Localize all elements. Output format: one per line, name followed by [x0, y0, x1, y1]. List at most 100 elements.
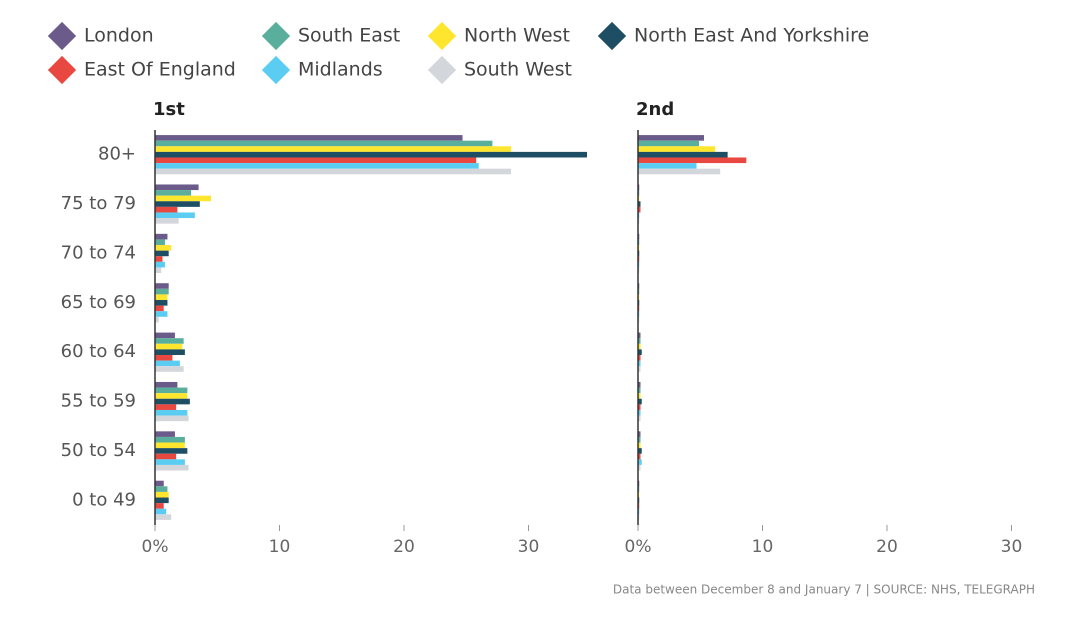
- category-label: 0 to 49: [72, 489, 136, 510]
- bar: [638, 415, 641, 422]
- category-label: 55 to 59: [61, 391, 136, 412]
- legend-swatch: [427, 55, 457, 85]
- category-label: 70 to 74: [61, 242, 136, 263]
- bar: [155, 332, 175, 339]
- bar: [155, 151, 588, 158]
- legend-swatch: [261, 55, 291, 85]
- bar: [155, 146, 512, 152]
- bar: [155, 233, 168, 240]
- category-label: 60 to 64: [61, 341, 136, 362]
- bar: [155, 218, 179, 224]
- bar: [638, 453, 641, 460]
- legend-swatch: [427, 21, 457, 51]
- bar: [155, 404, 177, 410]
- footnote: Data between December 8 and January 7 | …: [613, 583, 1035, 597]
- bar: [638, 436, 641, 443]
- bar: [155, 300, 168, 306]
- bar: [155, 393, 188, 399]
- bar: [155, 184, 199, 191]
- bar: [638, 409, 641, 416]
- panel-title: 2nd: [636, 99, 674, 120]
- bar: [155, 387, 188, 394]
- bar: [638, 442, 641, 449]
- bar: [155, 366, 184, 372]
- legend-swatch: [47, 21, 77, 51]
- bar: [155, 195, 212, 202]
- bar: [638, 349, 642, 355]
- x-tick-label: 10: [269, 537, 291, 557]
- bar: [155, 305, 164, 312]
- legend-swatch: [597, 21, 627, 51]
- x-tick-label: 20: [393, 537, 415, 557]
- bar: [155, 206, 178, 213]
- bar: [155, 163, 479, 169]
- x-tick-label: 30: [518, 537, 540, 557]
- bar: [155, 491, 169, 498]
- bar: [155, 354, 173, 361]
- bar: [638, 387, 641, 394]
- legend-swatch: [47, 55, 77, 85]
- bar: [638, 168, 721, 175]
- bar: [155, 245, 172, 251]
- bar: [638, 459, 642, 465]
- legend-label: London: [84, 25, 154, 47]
- bar: [155, 459, 185, 465]
- legend-label: North West: [464, 25, 570, 47]
- bar: [155, 250, 169, 257]
- bar: [638, 151, 728, 158]
- x-tick-label: 0%: [625, 537, 652, 557]
- bar: [155, 201, 200, 207]
- bar: [638, 354, 641, 361]
- bar: [155, 316, 159, 323]
- bar: [155, 442, 185, 449]
- bar: [155, 508, 167, 515]
- x-tick-label: 10: [752, 537, 774, 557]
- bar: [155, 503, 164, 509]
- bar: [155, 311, 168, 317]
- bar: [155, 135, 463, 141]
- bar: [155, 480, 164, 487]
- bar: [155, 338, 184, 344]
- bar: [155, 409, 188, 416]
- bar: [155, 431, 175, 437]
- bar: [155, 256, 163, 262]
- bar: [638, 201, 641, 207]
- category-label: 80+: [98, 144, 136, 165]
- bar: [638, 398, 642, 405]
- bar: [638, 135, 704, 141]
- category-label: 50 to 54: [61, 440, 136, 461]
- bar: [638, 140, 700, 147]
- bar: [638, 404, 641, 410]
- bar: [638, 163, 697, 169]
- category-label: 65 to 69: [61, 292, 136, 313]
- legend-label: South East: [298, 25, 400, 47]
- bar: [155, 261, 165, 268]
- bar: [155, 283, 169, 289]
- bar: [155, 448, 188, 454]
- bar: [638, 464, 641, 471]
- bar: [155, 267, 162, 274]
- bar: [155, 497, 169, 504]
- bar: [155, 514, 172, 520]
- bar: [155, 288, 169, 295]
- bar: [155, 453, 177, 460]
- bar: [638, 366, 641, 372]
- x-tick-label: 30: [1001, 537, 1023, 557]
- legend-label: North East And Yorkshire: [634, 25, 869, 47]
- bar: [155, 343, 183, 350]
- bar: [155, 381, 178, 388]
- bar: [155, 349, 185, 355]
- bar: [638, 431, 641, 437]
- bar: [638, 393, 641, 399]
- x-tick-label: 0%: [142, 537, 169, 557]
- bar: [155, 212, 195, 219]
- bar: [638, 343, 641, 350]
- bar: [155, 398, 190, 405]
- bar: [155, 190, 192, 196]
- bar: [155, 157, 477, 164]
- bar: [155, 486, 168, 492]
- bar: [155, 140, 493, 147]
- category-label: 75 to 79: [61, 193, 136, 214]
- bar: [155, 360, 180, 367]
